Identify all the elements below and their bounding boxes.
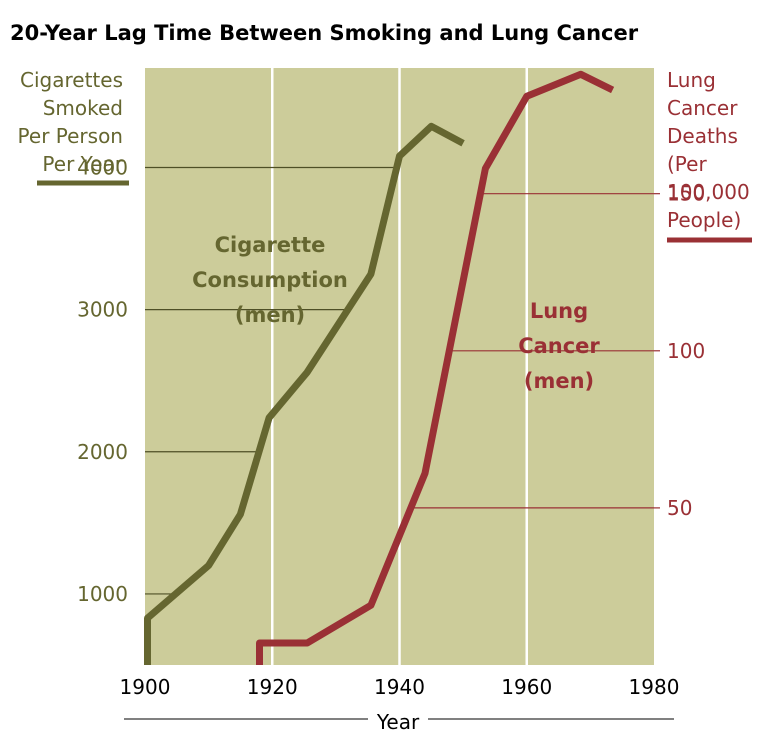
left-axis-label-line: Cigarettes bbox=[20, 68, 123, 92]
x-tick-label-1900: 1900 bbox=[120, 675, 171, 699]
series-annotation-left: Consumption bbox=[192, 268, 348, 292]
x-axis-ticks: 1900 1920 1940 1960 1980 bbox=[120, 675, 680, 699]
left-tick-label-3000: 3000 bbox=[77, 298, 128, 322]
left-tick-label-4000: 4000 bbox=[77, 156, 128, 180]
series-annotation-right: Cancer bbox=[518, 334, 600, 358]
x-tick-label-1920: 1920 bbox=[247, 675, 298, 699]
series-annotation-left: (men) bbox=[235, 303, 305, 327]
right-axis-ticks: 50 100 150 bbox=[667, 182, 705, 520]
right-axis-reference-lines bbox=[410, 193, 660, 509]
right-axis-label-line: Cancer bbox=[667, 96, 738, 120]
left-axis-label-line: Smoked bbox=[43, 96, 123, 120]
x-axis-title-group: Year bbox=[124, 710, 674, 734]
right-axis-label-line: People) bbox=[667, 208, 741, 232]
left-axis-ticks: 1000 2000 3000 4000 bbox=[77, 156, 128, 606]
right-axis-label-line: Lung bbox=[667, 68, 716, 92]
series-annotation-right: (men) bbox=[524, 369, 594, 393]
series-lines bbox=[144, 70, 615, 665]
left-axis-label-line: Per Year bbox=[42, 152, 123, 176]
left-axis-label-line: Per Person bbox=[18, 124, 123, 148]
left-tick-label-1000: 1000 bbox=[77, 582, 128, 606]
right-axis-label-line: (Per bbox=[667, 152, 707, 176]
right-tick-label-100: 100 bbox=[667, 339, 705, 363]
series-line-right bbox=[256, 70, 615, 665]
series-annotation-left: Cigarette bbox=[215, 233, 326, 257]
series-annotations: Cigarette Consumption (men) Lung Cancer (men) bbox=[192, 233, 600, 393]
series-annotation-right: Lung bbox=[530, 299, 588, 323]
x-tick-label-1980: 1980 bbox=[629, 675, 680, 699]
left-axis-reference-lines bbox=[145, 166, 397, 595]
left-axis-label: Cigarettes Smoked Per Person Per Year bbox=[18, 68, 129, 186]
right-axis-label: Lung Cancer Deaths (Per 100,000 People) bbox=[667, 68, 752, 243]
left-tick-label-2000: 2000 bbox=[77, 440, 128, 464]
right-tick-label-50: 50 bbox=[667, 496, 692, 520]
right-axis-label-line: 100,000 bbox=[667, 180, 750, 204]
right-axis-label-line: Deaths bbox=[667, 124, 738, 148]
x-tick-label-1940: 1940 bbox=[374, 675, 425, 699]
x-tick-label-1960: 1960 bbox=[501, 675, 552, 699]
right-tick-label-150: 150 bbox=[667, 182, 705, 206]
series-line-left bbox=[144, 122, 465, 665]
x-axis-title: Year bbox=[376, 710, 420, 734]
chart-title: 20-Year Lag Time Between Smoking and Lun… bbox=[10, 21, 639, 45]
